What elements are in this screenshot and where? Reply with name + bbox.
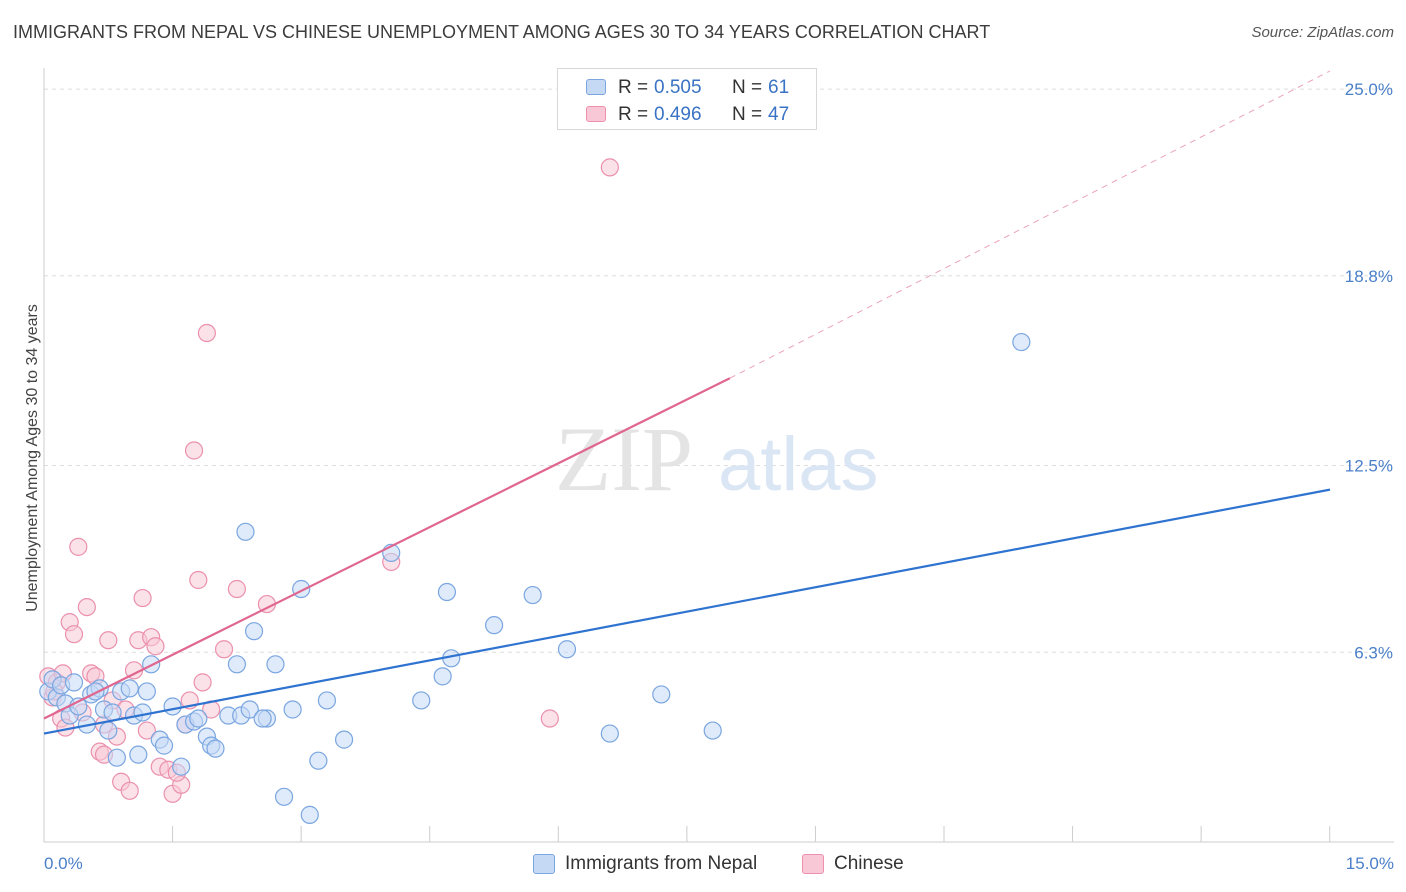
nepal-point-47 <box>412 691 431 710</box>
points-nepal <box>39 332 1031 824</box>
nepal-point-41 <box>300 805 319 824</box>
nepal-point-32 <box>227 655 246 674</box>
axes <box>43 68 1394 843</box>
chinese-point-32 <box>184 441 204 460</box>
x-tick-label-min: 0.0% <box>44 854 83 873</box>
chinese-point-25 <box>146 637 165 656</box>
chinese-point-35 <box>197 323 216 343</box>
x-tick-labels: 0.0% 15.0% <box>44 854 1394 873</box>
nepal-point-12 <box>99 721 118 740</box>
y-tick-label-0: 6.3% <box>1354 643 1393 662</box>
y-axis-title: Unemployment Among Ages 30 to 34 years <box>24 304 41 612</box>
nepal-point-55 <box>652 685 671 704</box>
nepal-point-24 <box>172 757 191 776</box>
chinese-point-6 <box>64 625 84 644</box>
trendlines <box>43 70 1331 735</box>
source-label: Source: ZipAtlas.com <box>1251 24 1394 41</box>
nepal-point-58 <box>86 682 105 701</box>
chinese-point-22 <box>133 588 152 608</box>
stats-legend: R = 0.505 N = 61 R = 0.496 N = 47 <box>557 68 817 130</box>
nepal-point-60 <box>253 709 272 728</box>
chinese-point-14 <box>99 631 118 650</box>
gridlines <box>44 88 1394 653</box>
nepal-point-48 <box>433 667 452 686</box>
y-tick-label-3: 25.0% <box>1345 80 1393 99</box>
nepal-point-22 <box>154 736 174 755</box>
nepal-point-30 <box>206 739 225 758</box>
chinese-trendline <box>43 377 731 720</box>
watermark-zip: ZIP <box>555 408 693 510</box>
chinese-point-23 <box>137 721 156 740</box>
nepal-point-40 <box>283 700 302 719</box>
nepal-point-36 <box>244 622 264 641</box>
nepal-trendline <box>43 488 1331 735</box>
nepal-point-57 <box>1012 332 1031 352</box>
nepal-point-59 <box>133 703 152 722</box>
r-value-nepal: 0.505 <box>654 77 702 98</box>
chinese-point-41 <box>540 709 559 728</box>
nepal-point-39 <box>274 787 294 806</box>
nepal-point-18 <box>129 745 148 764</box>
legend-label-nepal: Immigrants from Nepal <box>565 853 758 874</box>
chinese-swatch <box>586 106 606 122</box>
chinese-point-7 <box>69 537 88 556</box>
nepal-point-56 <box>703 721 722 740</box>
nepal-point-51 <box>485 616 504 635</box>
nepal-point-54 <box>600 724 619 743</box>
legend-swatch-nepal <box>533 854 555 874</box>
r-label: R = <box>618 104 649 125</box>
n-value-chinese: 47 <box>768 104 790 125</box>
nepal-point-23 <box>163 697 182 716</box>
legend-label-chinese: Chinese <box>834 853 904 874</box>
nepal-swatch <box>586 79 606 95</box>
r-label: R = <box>618 77 649 98</box>
y-tick-label-2: 18.8% <box>1345 267 1393 286</box>
legend-swatch-chinese <box>802 854 824 874</box>
watermark-atlas: atlas <box>718 422 879 507</box>
nepal-point-45 <box>334 730 354 749</box>
n-label: N = <box>732 77 763 98</box>
chinese-point-34 <box>193 673 212 692</box>
chinese-point-19 <box>120 781 139 800</box>
nepal-point-53 <box>557 640 577 659</box>
nepal-point-38 <box>266 655 285 674</box>
y-tick-labels: 6.3% 12.5% 18.8% 25.0% <box>1345 80 1393 662</box>
chart-title: IMMIGRANTS FROM NEPAL VS CHINESE UNEMPLO… <box>13 22 991 42</box>
nepal-point-43 <box>309 751 328 770</box>
nepal-point-44 <box>317 691 337 710</box>
nepal-point-35 <box>240 700 259 719</box>
chinese-point-33 <box>189 570 208 590</box>
x-ticks <box>43 826 1331 842</box>
series-legend: Immigrants from Nepal Chinese <box>0 852 1406 878</box>
nepal-point-27 <box>189 709 208 728</box>
watermark: ZIP atlas <box>555 408 879 510</box>
chinese-point-9 <box>77 597 96 617</box>
nepal-point-52 <box>523 585 542 605</box>
nepal-point-6 <box>64 673 84 692</box>
nepal-point-49 <box>437 582 457 602</box>
chinese-point-37 <box>214 640 234 659</box>
chinese-trendline-extension <box>729 70 1331 379</box>
n-value-nepal: 61 <box>768 77 790 98</box>
n-label: N = <box>732 104 763 125</box>
y-tick-label-1: 12.5% <box>1345 457 1393 476</box>
chinese-point-38 <box>227 579 246 599</box>
nepal-point-14 <box>107 748 126 767</box>
nepal-point-16 <box>120 679 139 698</box>
nepal-point-19 <box>137 682 156 701</box>
chinese-point-42 <box>600 158 619 177</box>
x-tick-label-max: 15.0% <box>1346 854 1394 873</box>
r-value-chinese: 0.496 <box>654 104 702 125</box>
nepal-point-34 <box>236 522 255 541</box>
